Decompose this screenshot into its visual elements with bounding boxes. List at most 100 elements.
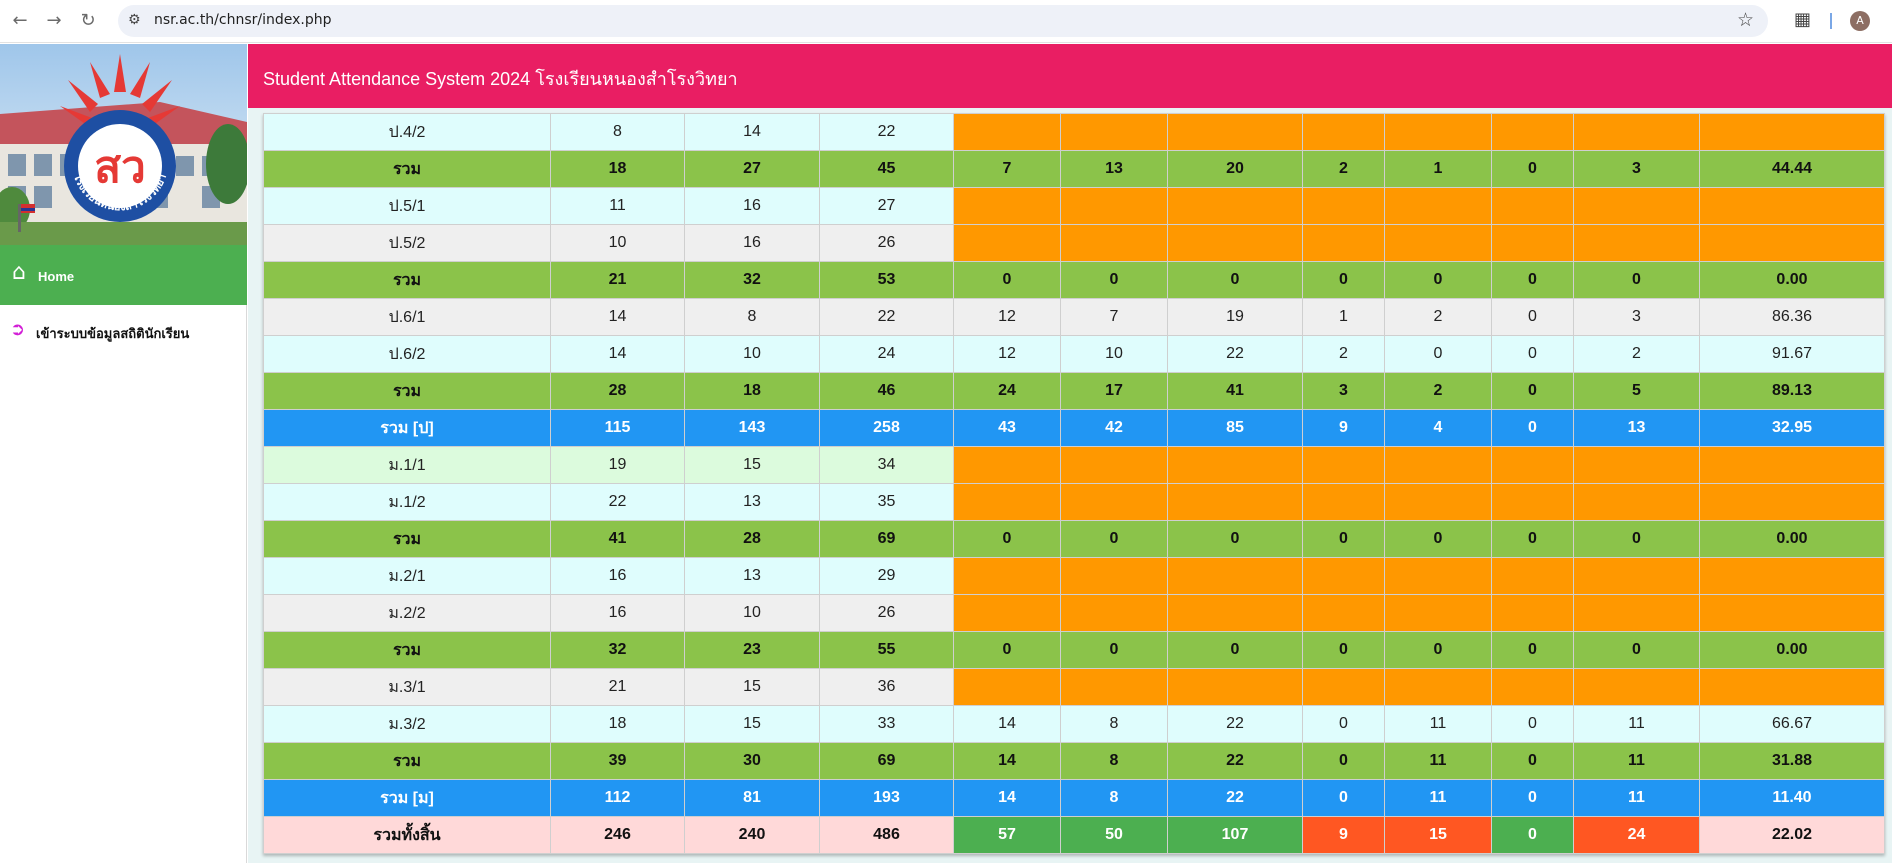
sidebar-item-login[interactable]: ➲ เข้าระบบข้อมูลสถิตินักเรียน <box>10 320 240 342</box>
row-label-cell: รวม <box>263 372 551 410</box>
class-row: ป.4/2 8 14 22 <box>263 113 1885 151</box>
no-data-cell <box>1491 187 1574 225</box>
row-label-cell: ป.5/2 <box>263 224 551 262</box>
data-cell: 30 <box>684 742 820 780</box>
address-bar[interactable]: ⚙ nsr.ac.th/chnsr/index.php ☆ <box>118 5 1768 37</box>
no-data-cell <box>1384 224 1492 262</box>
data-cell: 0.00 <box>1699 261 1885 299</box>
no-data-cell <box>1167 483 1303 521</box>
data-cell: 2 <box>1573 335 1700 373</box>
no-data-cell <box>1060 446 1168 484</box>
row-label-cell: รวม [ป] <box>263 409 551 447</box>
data-cell: 0 <box>1491 705 1574 743</box>
data-cell: 3 <box>1573 298 1700 336</box>
data-cell: 13 <box>684 483 820 521</box>
data-cell: 0 <box>1491 335 1574 373</box>
data-cell: 11 <box>1573 779 1700 817</box>
data-cell: 5 <box>1573 372 1700 410</box>
data-cell: 11 <box>550 187 685 225</box>
data-cell: 86.36 <box>1699 298 1885 336</box>
site-info-icon[interactable]: ⚙ <box>128 12 141 28</box>
no-data-cell <box>1060 224 1168 262</box>
data-cell: 69 <box>819 742 954 780</box>
data-cell: 45 <box>819 150 954 188</box>
data-cell: 107 <box>1167 816 1303 854</box>
no-data-cell <box>953 187 1061 225</box>
class-row: ม.1/2 22 13 35 <box>263 483 1885 521</box>
no-data-cell <box>953 113 1061 151</box>
data-cell: 13 <box>1060 150 1168 188</box>
sidebar-item-home[interactable]: ⌂ Home <box>0 245 247 305</box>
no-data-cell <box>1060 187 1168 225</box>
data-cell: 11.40 <box>1699 779 1885 817</box>
row-label-cell: ป.4/2 <box>263 113 551 151</box>
data-cell: 0 <box>1384 520 1492 558</box>
url-text[interactable]: nsr.ac.th/chnsr/index.php <box>154 12 332 28</box>
data-cell: 0 <box>1167 261 1303 299</box>
data-cell: 28 <box>550 372 685 410</box>
data-cell: 0 <box>1302 779 1385 817</box>
data-cell: 32.95 <box>1699 409 1885 447</box>
data-cell: 16 <box>684 224 820 262</box>
subtotal-row: รวม 18 27 45 7 13 20 2 1 0 3 44.44 <box>263 150 1885 188</box>
no-data-cell <box>1302 594 1385 632</box>
level-total-row: รวม [ป] 115 143 258 43 42 85 9 4 0 13 32.95 <box>263 409 1885 447</box>
row-label-cell: ป.6/1 <box>263 298 551 336</box>
data-cell: 8 <box>1060 705 1168 743</box>
data-cell: 1 <box>1302 298 1385 336</box>
data-cell: 13 <box>1573 409 1700 447</box>
data-cell: 14 <box>550 335 685 373</box>
no-data-cell <box>1699 224 1885 262</box>
data-cell: 22 <box>1167 742 1303 780</box>
row-label-cell: ป.5/1 <box>263 187 551 225</box>
no-data-cell <box>1060 557 1168 595</box>
data-cell: 22.02 <box>1699 816 1885 854</box>
data-cell: 14 <box>953 705 1061 743</box>
data-cell: 26 <box>819 224 954 262</box>
data-cell: 143 <box>684 409 820 447</box>
class-row: ป.5/1 11 16 27 <box>263 187 1885 225</box>
data-cell: 50 <box>1060 816 1168 854</box>
data-cell: 0 <box>1491 816 1574 854</box>
row-label-cell: ม.3/2 <box>263 705 551 743</box>
data-cell: 193 <box>819 779 954 817</box>
data-cell: 8 <box>550 113 685 151</box>
data-cell: 0 <box>1491 779 1574 817</box>
sign-in-icon: ➲ <box>10 319 26 340</box>
row-label-cell: รวม <box>263 742 551 780</box>
row-label-cell: ม.1/1 <box>263 446 551 484</box>
data-cell: 18 <box>550 705 685 743</box>
no-data-cell <box>1491 483 1574 521</box>
data-cell: 26 <box>819 594 954 632</box>
no-data-cell <box>1302 668 1385 706</box>
data-cell: 8 <box>684 298 820 336</box>
profile-avatar[interactable]: A <box>1850 11 1870 31</box>
data-cell: 69 <box>819 520 954 558</box>
data-cell: 28 <box>684 520 820 558</box>
reload-icon[interactable]: ↻ <box>80 10 96 31</box>
data-cell: 0 <box>1302 261 1385 299</box>
attendance-table-body: ป.4/2 8 14 22 รวม 18 27 45 7 13 20 2 1 0 3 44.44 ป.5/1 11… <box>263 113 1885 854</box>
no-data-cell <box>1699 594 1885 632</box>
forward-icon[interactable]: → <box>46 10 62 31</box>
data-cell: 22 <box>1167 705 1303 743</box>
no-data-cell <box>1167 594 1303 632</box>
extensions-icon[interactable]: ▦ <box>1794 9 1812 30</box>
data-cell: 27 <box>819 187 954 225</box>
data-cell: 24 <box>1573 816 1700 854</box>
no-data-cell <box>1302 224 1385 262</box>
data-cell: 14 <box>684 113 820 151</box>
data-cell: 0 <box>1573 261 1700 299</box>
data-cell: 21 <box>550 261 685 299</box>
no-data-cell <box>953 557 1061 595</box>
data-cell: 11 <box>1384 705 1492 743</box>
back-icon[interactable]: ← <box>12 10 28 31</box>
data-cell: 0 <box>1167 631 1303 669</box>
no-data-cell <box>1573 113 1700 151</box>
bookmark-star-icon[interactable]: ☆ <box>1736 9 1754 31</box>
sidebar-item-home-label: Home <box>38 269 75 284</box>
class-row: ม.2/2 16 10 26 <box>263 594 1885 632</box>
no-data-cell <box>1302 187 1385 225</box>
no-data-cell <box>1167 113 1303 151</box>
no-data-cell <box>1167 446 1303 484</box>
